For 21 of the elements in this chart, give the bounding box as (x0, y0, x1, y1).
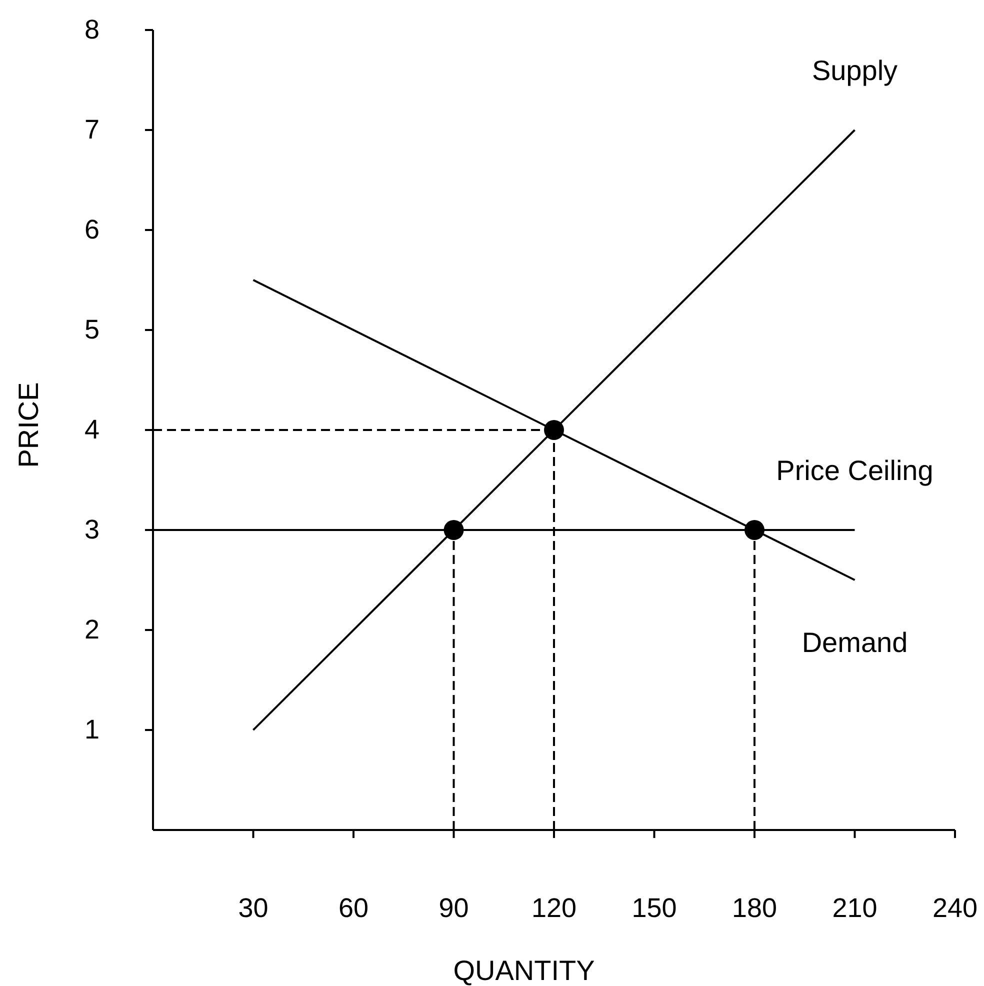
x-tick-label: 60 (338, 893, 369, 924)
x-tick-label: 30 (238, 893, 268, 924)
x-tick-label: 180 (732, 893, 778, 924)
x-tick-label: 240 (932, 893, 978, 924)
y-tick-label: 1 (84, 714, 100, 745)
text: Supply (812, 55, 898, 86)
y-tick-label: 6 (84, 214, 100, 245)
y-tick-label: 4 (84, 414, 100, 445)
x-tick-label: 90 (438, 893, 469, 924)
y-tick-label: 8 (84, 14, 100, 45)
y-tick-label: 5 (84, 314, 100, 345)
x-tick-label: 210 (832, 893, 878, 924)
series-label: Price Ceiling (776, 455, 934, 486)
y-tick-label: 7 (84, 114, 100, 145)
x-axis-title: QUANTITY (453, 955, 596, 986)
y-axis-title: PRICE (13, 382, 44, 468)
x-tick-label: 150 (632, 893, 677, 924)
text: Demand (802, 627, 908, 658)
y-tick-label: 2 (84, 614, 100, 645)
y-tick-label: 3 (84, 514, 100, 545)
x-tick-label: 120 (531, 893, 577, 924)
